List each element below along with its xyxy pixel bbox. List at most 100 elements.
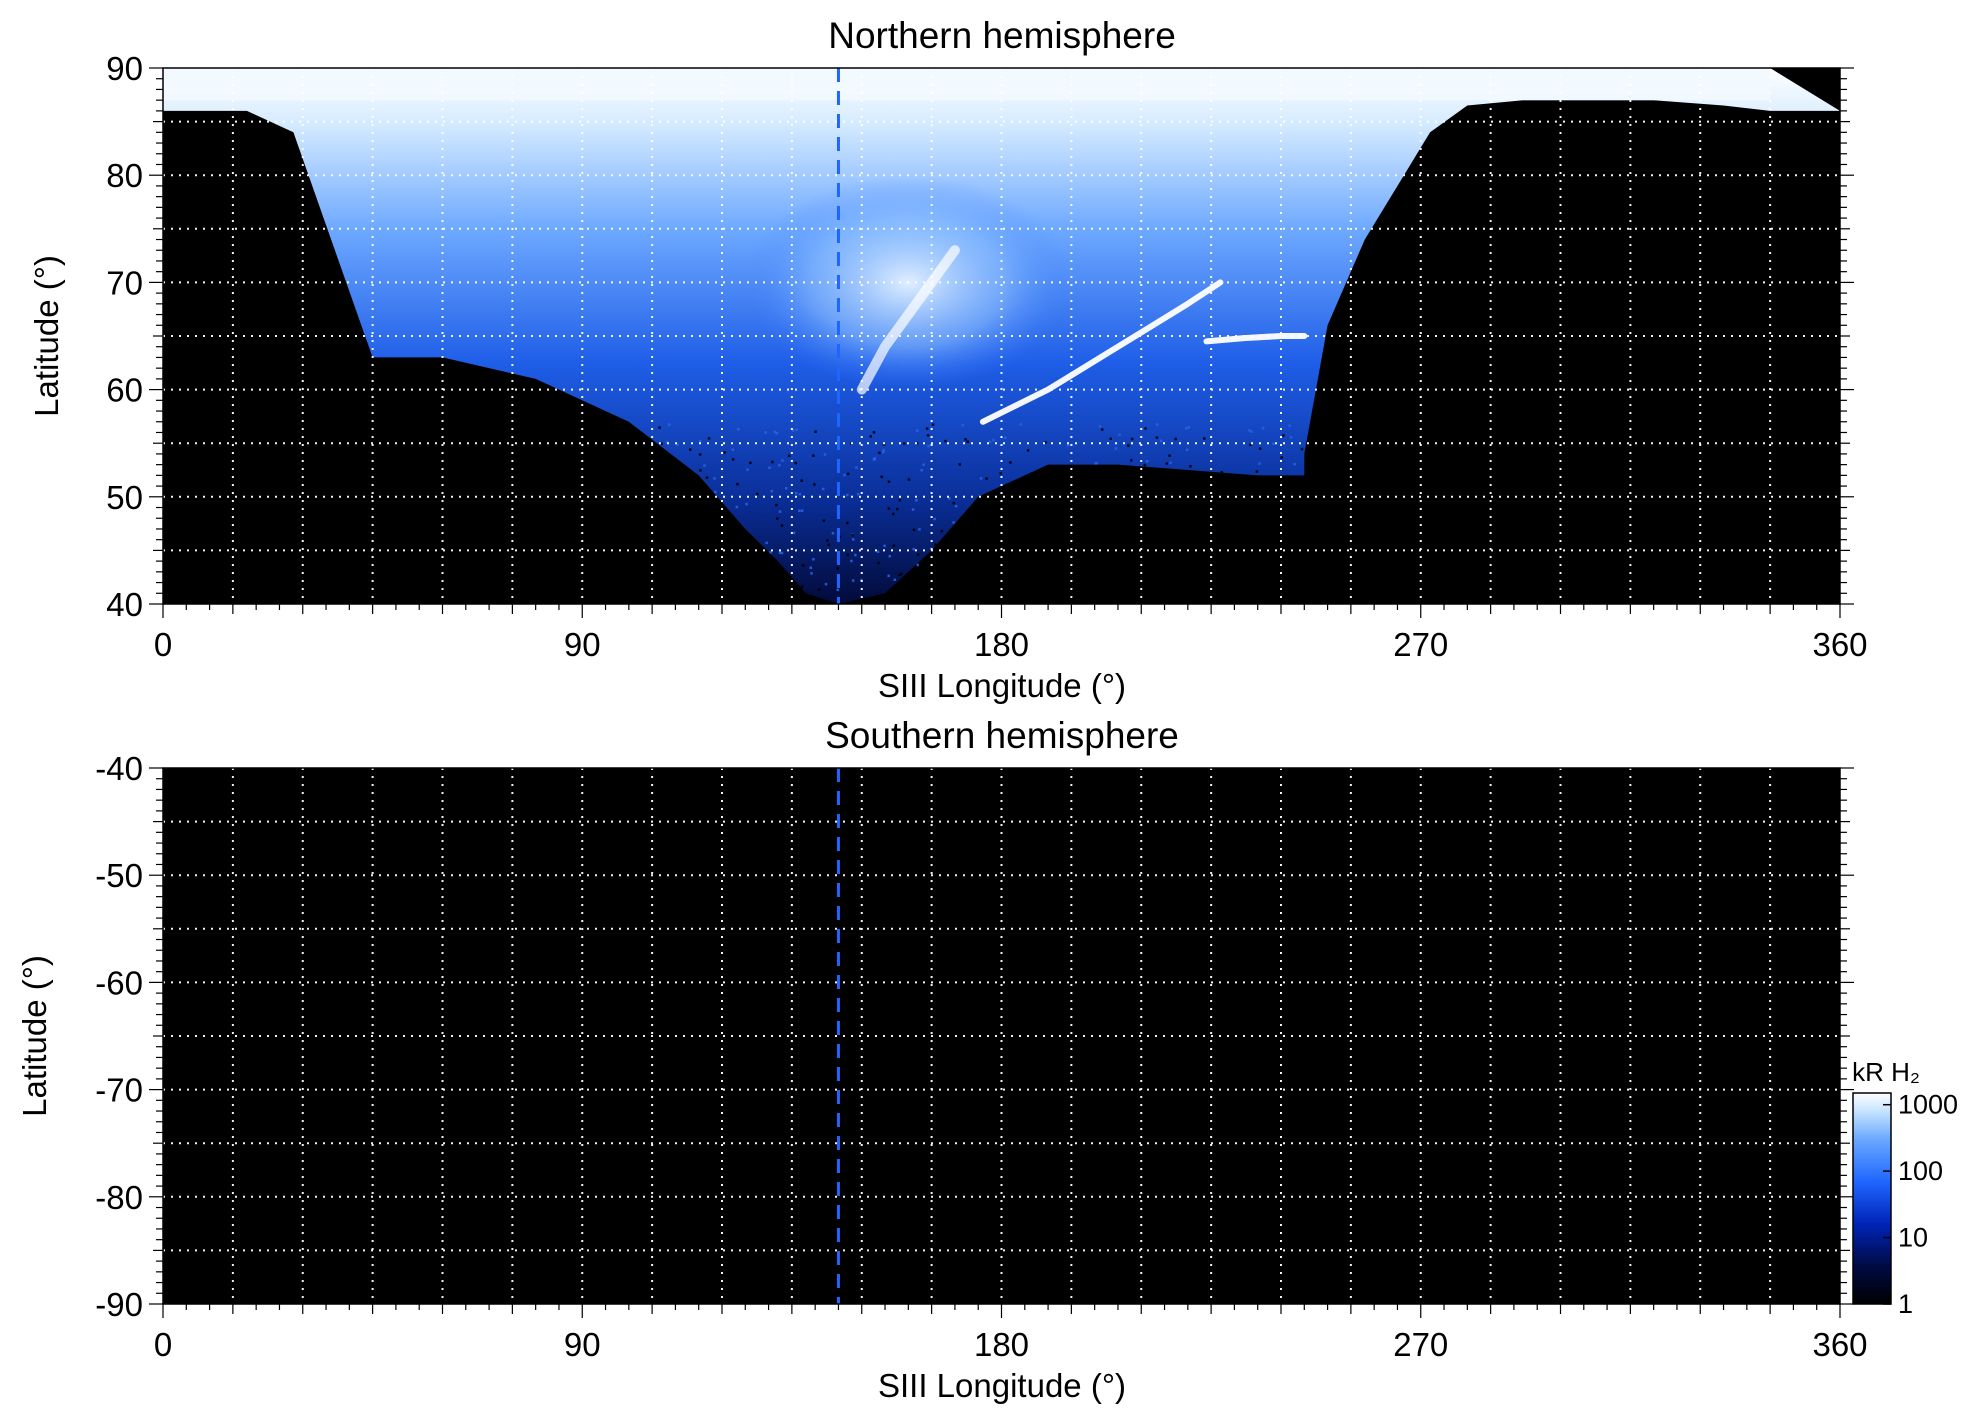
emission-speckle [1165,462,1169,465]
emission-speckle [831,532,835,535]
emission-speckle [749,461,752,465]
northern-title: Northern hemisphere [828,15,1176,56]
y-tick-label: -40 [95,750,143,787]
emission-speckle [798,492,802,496]
emission-speckle [1114,447,1118,450]
emission-speckle [1094,462,1097,465]
emission-speckle [1155,423,1159,426]
emission-speckle [800,479,803,482]
emission-speckle [893,578,896,581]
emission-speckle [665,440,669,444]
emission-speckle [952,501,956,505]
emission-speckle [1187,426,1191,429]
colorbar-tick-label: 100 [1898,1156,1943,1186]
emission-speckle [771,460,774,464]
emission-speckle [912,528,916,532]
emission-speckle [1203,437,1206,440]
x-tick-label: 0 [154,626,172,663]
emission-speckle [966,440,969,443]
emission-speckle [1220,470,1223,474]
emission-speckle [846,493,849,497]
emission-speckle [800,509,804,512]
emission-speckle [979,477,983,480]
x-tick-label: 360 [1812,626,1867,663]
emission-speckle [958,463,961,466]
emission-speckle [944,439,947,443]
emission-speckle [736,482,739,486]
emission-speckle [887,507,891,510]
emission-speckle [855,466,858,469]
northern-panel: Northern hemisphere 90 80 70 60 50 40 0 90 180 2… [28,15,1868,704]
emission-speckle [780,524,784,527]
x-tick-label: 180 [974,626,1029,663]
emission-speckle [1248,429,1251,432]
emission-speckle [800,585,804,588]
emission-speckle [918,528,921,531]
emission-speckle [756,492,759,496]
emission-speckle [814,430,817,433]
emission-speckle [781,459,784,462]
y-tick-label: -60 [95,964,143,1001]
emission-speckle [795,428,798,431]
y-tick-label: 90 [106,50,143,87]
emission-speckle [778,510,782,513]
emission-speckle [1189,465,1192,468]
emission-speckle [1159,439,1163,443]
emission-speckle [713,477,716,480]
emission-speckle [1130,437,1134,441]
emission-speckle [703,464,706,467]
colorbar-tick-label: 1000 [1898,1090,1958,1120]
emission-speckle [826,539,829,542]
emission-speckle [775,431,779,435]
y-tick-label: -90 [95,1286,143,1323]
polar-bright-band [163,68,1771,101]
emission-speckle [846,553,850,556]
emission-speckle [898,573,901,577]
emission-speckle [1100,428,1104,431]
emission-speckle [888,555,891,558]
y-tick-label: -80 [95,1179,143,1216]
emission-speckle [780,551,784,555]
emission-speckle [992,438,995,442]
emission-speckle [851,579,855,582]
emission-speckle [1109,437,1112,440]
y-tick-label: -50 [95,857,143,894]
emission-speckle [1145,460,1149,463]
emission-speckle [985,477,988,480]
emission-speckle [1272,442,1275,445]
emission-speckle [850,559,853,563]
emission-speckle [745,502,748,506]
emission-speckle [812,558,815,561]
emission-speckle [925,427,929,430]
emission-speckle [1250,430,1253,433]
southern-panel: Southern hemisphere -40 -50 -60 -70 -80 -90 0… [16,715,1868,1404]
emission-speckle [892,544,896,547]
emission-speckle [737,428,740,431]
emission-speckle [698,453,702,456]
emission-speckle [1293,462,1296,466]
emission-speckle [827,543,831,547]
emission-speckle [731,448,735,451]
emission-speckle [887,574,890,578]
emission-speckle [798,509,801,512]
y-tick-label: 60 [106,372,143,409]
emission-speckle [1127,444,1130,447]
y-tick-label: -70 [95,1072,143,1109]
emission-speckle [1289,436,1293,439]
emission-speckle [1118,433,1121,436]
emission-speckle [810,572,813,575]
emission-speckle [988,440,992,444]
emission-speckle [933,517,936,521]
emission-speckle [707,437,711,440]
emission-speckle [792,531,796,535]
southern-x-axis: 0 90 180 270 360 [154,1304,1868,1363]
y-tick-label: 40 [106,586,143,623]
emission-speckle [822,519,826,522]
emission-speckle [723,451,727,454]
emission-speckle [809,566,812,569]
emission-speckle [787,454,791,457]
colorbar: kR H₂ 1000 100 10 1 [1852,1057,1958,1319]
emission-speckle [812,454,815,457]
emission-speckle [892,512,895,516]
